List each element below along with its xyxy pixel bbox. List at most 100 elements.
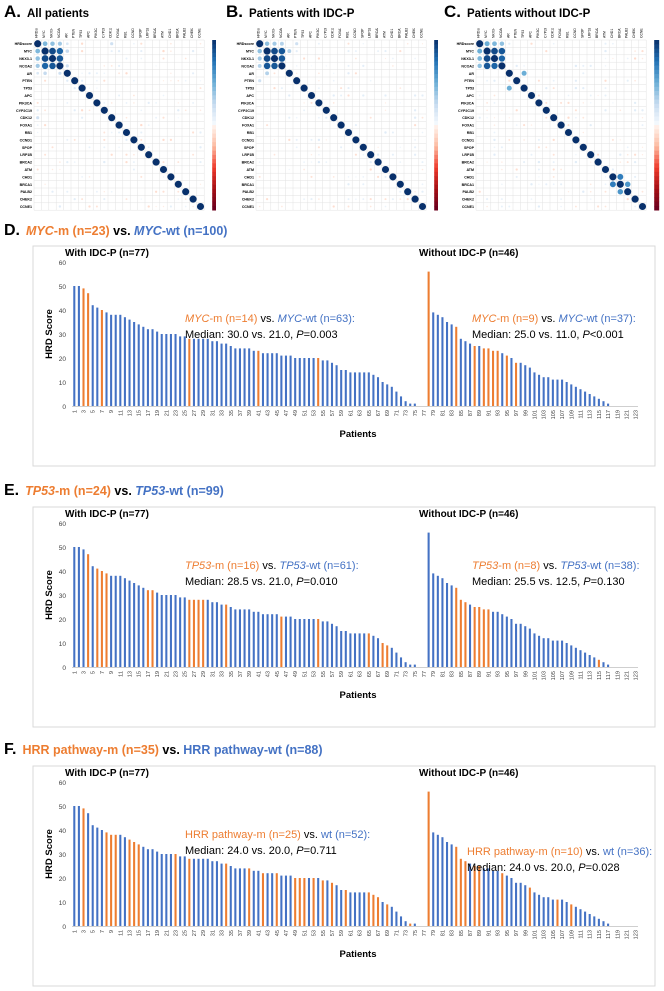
bar [82, 288, 85, 406]
x-tick-label: 69 [385, 410, 391, 416]
bar [211, 861, 214, 926]
bar [445, 842, 449, 926]
corr-circle [81, 116, 84, 119]
corr-circle [579, 143, 587, 151]
bar [192, 338, 195, 406]
bar [123, 317, 126, 406]
corr-circle [103, 79, 106, 82]
corr-circle [478, 94, 481, 97]
panel-d-right-ann-line2: Median: 25.0 vs. 11.0, P<0.001 [472, 327, 636, 343]
corr-circle [322, 106, 330, 114]
corr-circle [530, 153, 533, 156]
corr-col-label: CCNE1 [420, 28, 424, 38]
bar [519, 882, 522, 926]
corr-col-label: CHEK2 [190, 28, 194, 38]
bar [266, 614, 269, 667]
corr-circle [73, 138, 76, 141]
x-tick-label: 55 [321, 930, 327, 936]
bar [100, 310, 103, 406]
bar [280, 355, 283, 406]
corr-circle [604, 176, 607, 178]
corr-circle [515, 124, 518, 126]
bar [100, 830, 103, 926]
corr-circle [88, 205, 91, 208]
x-tick-label: 67 [376, 671, 382, 677]
corr-circle [376, 153, 380, 156]
corr-row-label: LRP1B [20, 153, 32, 157]
corr-row-label: LRP1B [242, 153, 254, 157]
corr-circle [626, 153, 629, 156]
x-tick-label: 35 [229, 930, 235, 936]
corr-circle [634, 205, 637, 208]
corr-circle [384, 94, 387, 97]
corr-row-label: BRCA2 [20, 161, 32, 165]
bar [202, 599, 205, 667]
panel-d-left-ann-part: =0.003 [303, 329, 338, 341]
corr-circle [96, 161, 98, 163]
bar [114, 834, 117, 926]
corr-circle [140, 198, 142, 200]
panel-d-left-ann-line2: Median: 30.0 vs. 21.0, P=0.003 [185, 327, 355, 343]
colorbar-segment [654, 180, 660, 185]
corr-circle [347, 72, 350, 75]
colorbar-segment [654, 40, 660, 45]
corr-circle [140, 42, 143, 45]
corr-row-label: PIK3CA [461, 101, 475, 105]
panel-f-left-ann-part: Median: 24.0 vs. 20.0, [185, 845, 297, 857]
corr-circle [574, 205, 577, 208]
corr-row-label: MYC [466, 50, 474, 54]
corr-circle [273, 153, 276, 156]
corr-col-label: CHD1 [168, 29, 172, 38]
corr-circle [619, 139, 621, 141]
corr-circle [362, 94, 365, 97]
corr-circle [130, 136, 138, 144]
corr-circle [413, 116, 417, 119]
bar [565, 643, 568, 667]
corr-circle [36, 124, 39, 126]
bar [252, 870, 255, 926]
colorbar-segment [434, 142, 438, 147]
left-group-label: With IDC-P (n=77) [65, 248, 149, 259]
bar [151, 329, 154, 406]
corr-circle [362, 64, 365, 68]
corr-col-label: PTEN [72, 28, 76, 38]
x-tick-label: 19 [155, 410, 161, 416]
corr-circle [513, 77, 521, 85]
colorbar-segment [654, 74, 660, 79]
corr-circle [359, 143, 367, 151]
corr-circle [369, 116, 372, 119]
y-tick-label: 60 [59, 521, 67, 528]
corr-circle [278, 55, 286, 62]
corr-circle [508, 42, 511, 45]
x-tick-label: 29 [201, 410, 207, 416]
corr-circle [552, 79, 555, 82]
corr-circle [594, 158, 602, 166]
corr-circle [303, 102, 305, 104]
corr-circle [537, 205, 541, 208]
corr-circle [41, 55, 49, 62]
corr-col-label: TP53 [301, 30, 305, 38]
colorbar-segment [434, 159, 438, 164]
colorbar-segment [654, 116, 660, 122]
x-tick-label: 73 [404, 930, 410, 936]
corr-circle [604, 190, 607, 193]
bar [321, 880, 324, 926]
corr-row-label: ATM [24, 168, 32, 172]
colorbar-segment [434, 61, 438, 66]
bar [367, 633, 370, 667]
corr-row-label: CDK12 [20, 116, 32, 120]
x-tick-label: 13 [128, 410, 134, 416]
bar [399, 657, 403, 667]
corr-circle [631, 195, 639, 203]
y-tick-label: 50 [59, 545, 67, 552]
corr-row-label: CDK12 [462, 116, 474, 120]
colorbar-segment [434, 171, 438, 177]
bar [436, 834, 439, 926]
corr-col-label: BRCA1 [617, 28, 621, 38]
x-tick-label: 115 [597, 930, 603, 939]
bar [330, 882, 334, 926]
corr-circle [258, 175, 261, 178]
panel-d-title-part: vs. [109, 224, 135, 238]
x-tick-label: 69 [385, 671, 391, 677]
colorbar-segment [654, 125, 660, 130]
